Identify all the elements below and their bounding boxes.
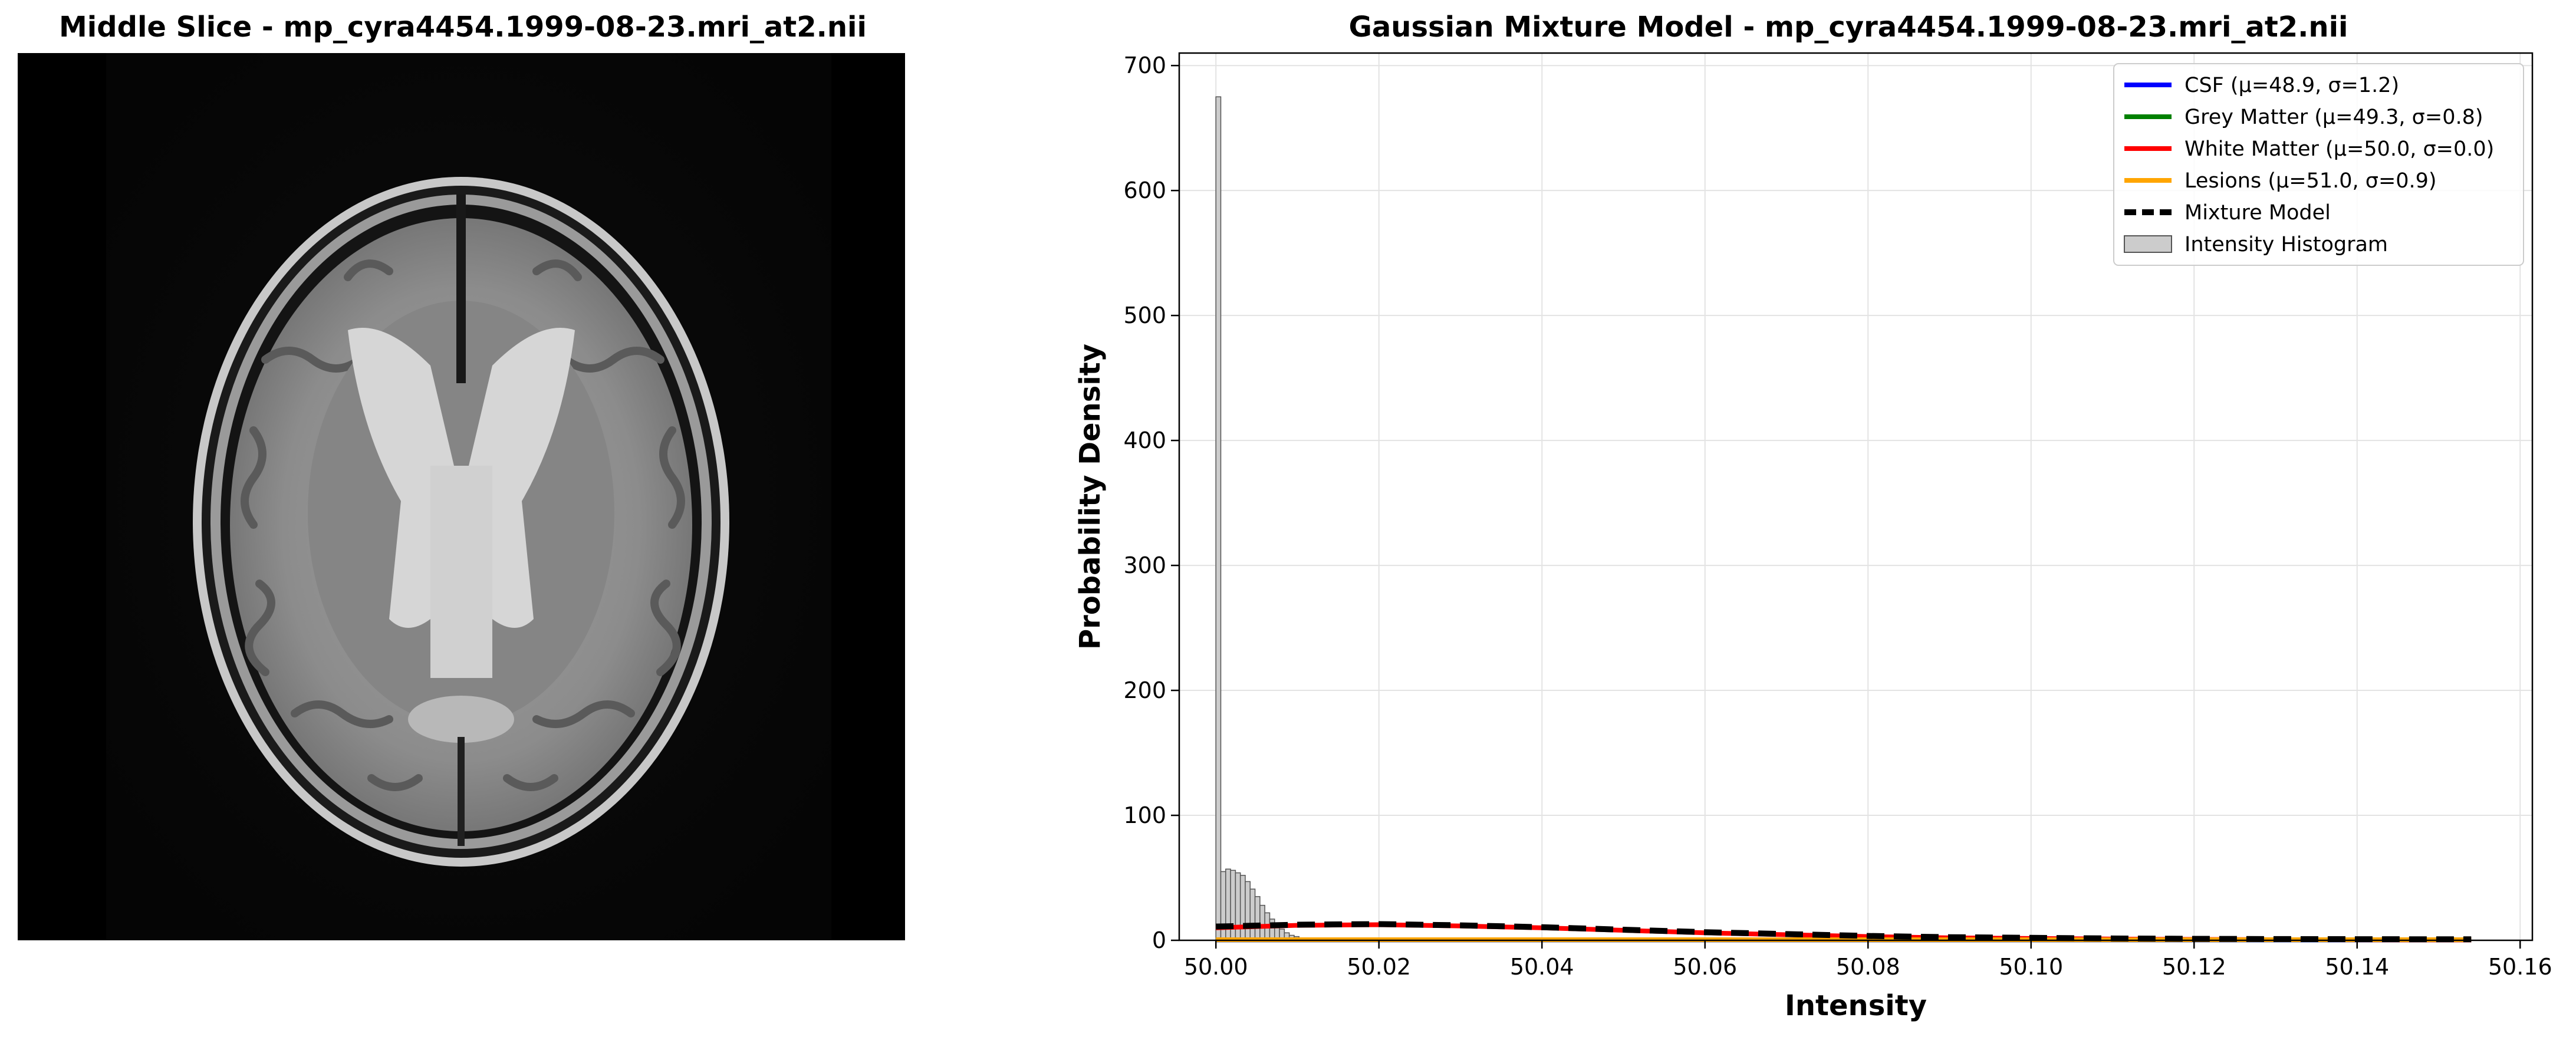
- chart-title: Gaussian Mixture Model - mp_cyra4454.199…: [1348, 11, 2348, 44]
- mri-slice-image: [18, 53, 905, 940]
- axis-ticks: 50.00 50.02 50.04 50.06 50.08 50.10 50.12 50.14…: [1123, 52, 2552, 980]
- series-line: [1216, 921, 2472, 943]
- histogram-bar: [1235, 872, 1241, 941]
- intensity-histogram: [1215, 96, 1320, 941]
- y-tick-label: 500: [1123, 302, 1166, 328]
- histogram-bar: [1254, 896, 1261, 941]
- histogram-bar: [1230, 870, 1236, 941]
- x-tick-label: 50.12: [2162, 954, 2226, 980]
- y-tick-label: 200: [1123, 677, 1166, 703]
- x-tick-label: 50.02: [1347, 954, 1411, 980]
- legend-entry: Grey Matter (μ=49.3, σ=0.8): [2184, 106, 2483, 129]
- y-tick-label: 300: [1123, 552, 1166, 578]
- legend-entry: Lesions (μ=51.0, σ=0.9): [2184, 169, 2437, 193]
- mri-slice-title: Middle Slice - mp_cyra4454.1999-08-23.mr…: [59, 11, 867, 44]
- axes-frame: [1178, 52, 2534, 941]
- legend-entry: CSF (μ=48.9, σ=1.2): [2184, 74, 2399, 97]
- gmm-series-lines: [1216, 921, 2472, 943]
- x-tick-label: 50.06: [1673, 954, 1737, 980]
- x-tick-label: 50.16: [2488, 954, 2552, 980]
- y-tick-label: 600: [1123, 177, 1166, 203]
- histogram-bar: [1239, 875, 1246, 941]
- legend-entry: Intensity Histogram: [2184, 233, 2388, 256]
- legend-box: [2113, 63, 2524, 266]
- x-tick-label: 50.00: [1184, 954, 1248, 980]
- x-tick-label: 50.08: [1836, 954, 1900, 980]
- legend-entry: White Matter (μ=50.0, σ=0.0): [2184, 137, 2494, 161]
- x-axis-label: Intensity: [1785, 989, 1927, 1022]
- y-tick-label: 700: [1123, 52, 1166, 78]
- legend-entry: Mixture Model: [2184, 201, 2331, 225]
- y-axis-label: Probability Density: [1074, 344, 1107, 650]
- histogram-bar: [1215, 96, 1222, 941]
- histogram-bar: [1220, 871, 1226, 941]
- x-tick-label: 50.04: [1510, 954, 1574, 980]
- legend-swatch: [2124, 235, 2172, 253]
- histogram-bar: [1245, 881, 1251, 941]
- histogram-bar: [1249, 888, 1256, 941]
- y-tick-label: 400: [1123, 427, 1166, 453]
- histogram-bar: [1259, 904, 1265, 941]
- y-tick-label: 0: [1152, 927, 1166, 953]
- histogram-bar: [1269, 919, 1275, 941]
- x-tick-label: 50.14: [2325, 954, 2389, 980]
- x-tick-label: 50.10: [1999, 954, 2063, 980]
- brain-slice-drawing: [106, 53, 831, 940]
- y-tick-label: 100: [1123, 802, 1166, 828]
- legend: CSF (μ=48.9, σ=1.2) Grey Matter (μ=49.3, …: [2113, 63, 2524, 266]
